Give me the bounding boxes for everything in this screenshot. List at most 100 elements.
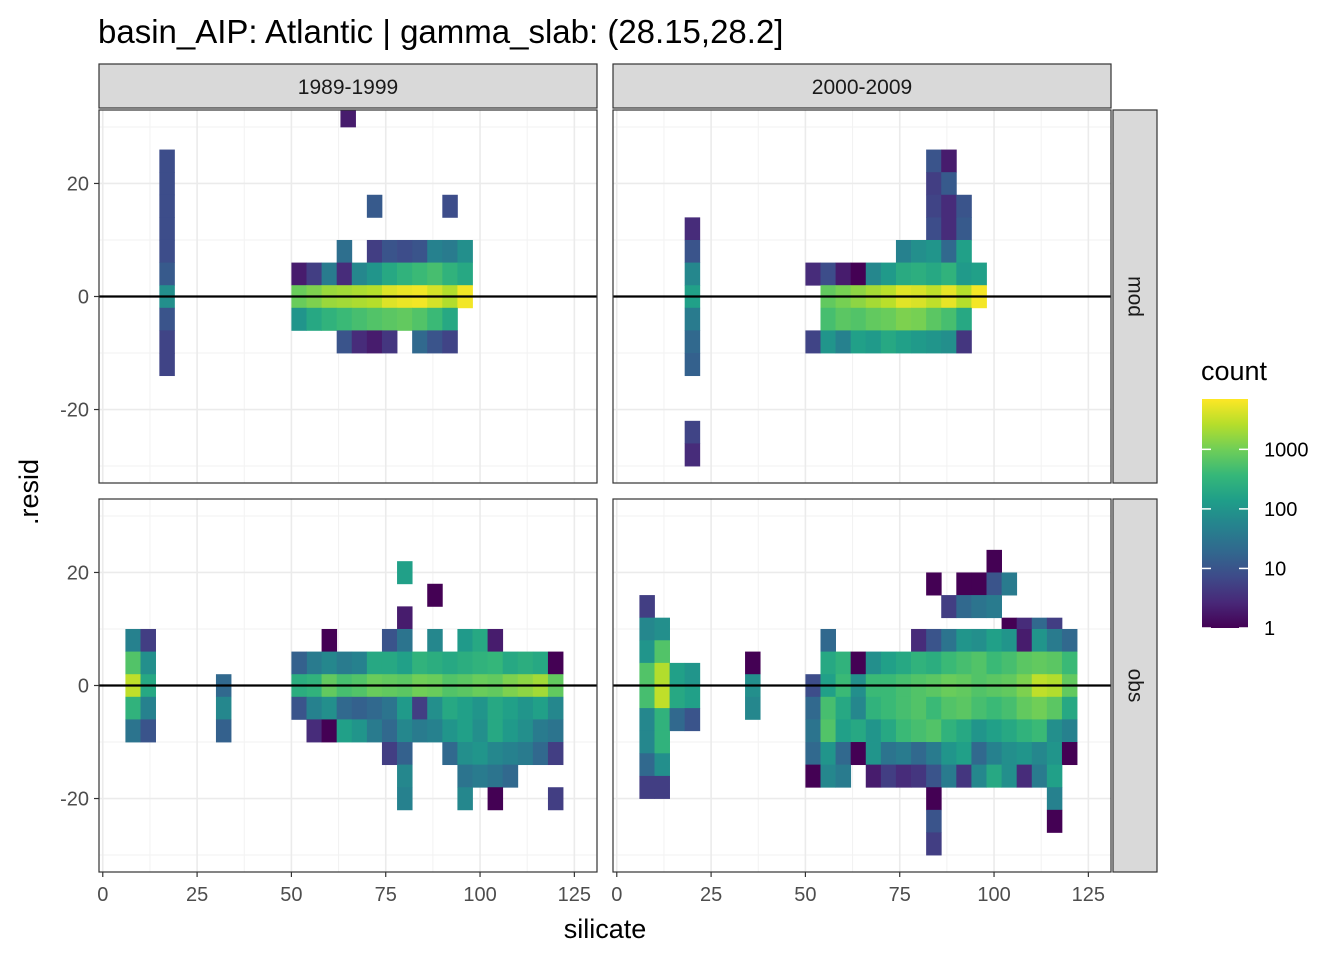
heatmap-cell	[457, 628, 473, 652]
heatmap-cell	[336, 651, 353, 675]
heatmap-cell	[517, 719, 534, 743]
heatmap-cell	[336, 719, 353, 743]
heatmap-cell	[639, 595, 655, 619]
heatmap-cell	[865, 307, 882, 331]
heatmap-cell	[654, 730, 670, 754]
heatmap-cell	[306, 696, 322, 720]
heatmap-cell	[427, 719, 443, 743]
heatmap-cell	[532, 742, 549, 766]
heatmap-cell	[366, 262, 383, 286]
heatmap-cell	[820, 628, 836, 652]
heatmap-cell	[442, 696, 458, 720]
heatmap-cell	[639, 640, 655, 664]
heatmap-cell	[412, 307, 428, 331]
heatmap-cell	[805, 330, 821, 354]
heatmap-cell	[427, 239, 443, 263]
heatmap-cell	[684, 262, 701, 286]
heatmap-cell	[654, 617, 670, 641]
heatmap-cell	[654, 708, 670, 732]
heatmap-cell	[895, 239, 912, 263]
heatmap-cell	[351, 651, 368, 675]
legend-title: count	[1201, 356, 1268, 386]
heatmap-cell	[502, 719, 519, 743]
heatmap-cell	[971, 742, 987, 766]
heatmap-cell	[926, 330, 942, 354]
heatmap-cell	[639, 753, 655, 777]
heatmap-cell	[835, 764, 852, 788]
heatmap-cell	[366, 307, 383, 331]
heatmap-cell	[926, 764, 942, 788]
heatmap-cell	[669, 685, 686, 709]
heatmap-cell	[457, 787, 473, 811]
x-tick-label: 25	[186, 884, 208, 906]
heatmap-cell	[941, 764, 957, 788]
heatmap-cell	[956, 696, 972, 720]
heatmap-cell	[321, 628, 338, 652]
heatmap-cell	[381, 307, 398, 331]
heatmap-cell	[321, 307, 338, 331]
heatmap-cell	[850, 307, 867, 331]
heatmap-cell	[926, 651, 942, 675]
heatmap-cell	[487, 696, 504, 720]
heatmap-cell	[926, 217, 942, 241]
heatmap-cell	[820, 742, 836, 766]
y-tick-label: 0	[78, 676, 89, 698]
heatmap-cell	[125, 696, 141, 720]
heatmap-cell	[502, 696, 519, 720]
heatmap-cell	[926, 832, 942, 856]
heatmap-cell	[442, 719, 458, 743]
heatmap-cell	[1016, 764, 1033, 788]
heatmap-cell	[911, 307, 927, 331]
heatmap-cell	[926, 307, 942, 331]
heatmap-cell	[941, 239, 957, 263]
heatmap-cell	[684, 685, 701, 709]
heatmap-cell	[1001, 696, 1018, 720]
heatmap-cell	[351, 696, 368, 720]
heatmap-cell	[926, 696, 942, 720]
heatmap-cell	[986, 549, 1002, 573]
heatmap-cell	[336, 262, 353, 286]
heatmap-cell	[291, 262, 307, 286]
heatmap-cell	[880, 262, 897, 286]
heatmap-cell	[457, 764, 473, 788]
heatmap-cell	[956, 764, 972, 788]
heatmap-cell	[397, 307, 413, 331]
heatmap-cell	[956, 719, 972, 743]
heatmap-cell	[684, 217, 701, 241]
heatmap-cell	[1031, 719, 1048, 743]
heatmap-cell	[487, 628, 504, 652]
heatmap-cell	[926, 742, 942, 766]
y-axis-label: .resid	[14, 459, 44, 525]
heatmap-cell	[159, 330, 175, 354]
heatmap-cell	[669, 662, 686, 686]
heatmap-cell	[684, 239, 701, 263]
heatmap-cell	[941, 307, 957, 331]
heatmap-cell	[381, 742, 398, 766]
strip-row-mod	[1112, 109, 1158, 484]
heatmap-cell	[397, 239, 413, 263]
heatmap-cell	[880, 651, 897, 675]
heatmap-cell	[472, 764, 488, 788]
heatmap-cell	[639, 730, 655, 754]
heatmap-cell	[850, 742, 867, 766]
heatmap-cell	[397, 561, 413, 585]
heatmap-cell	[911, 651, 927, 675]
heatmap-cell	[850, 651, 867, 675]
heatmap-cell	[159, 239, 175, 263]
heatmap-cell	[956, 572, 972, 596]
strip-col-1989-1999	[98, 63, 598, 109]
heatmap-cell	[381, 696, 398, 720]
heatmap-cell	[880, 330, 897, 354]
x-tick-label: 50	[794, 884, 816, 906]
heatmap-cell	[941, 628, 957, 652]
heatmap-cell	[457, 239, 473, 263]
heatmap-cell	[457, 742, 473, 766]
heatmap-cell	[442, 307, 458, 331]
y-tick-label: 20	[67, 562, 89, 584]
heatmap-cell	[684, 708, 701, 732]
heatmap-cell	[381, 239, 398, 263]
legend-break-label: 10	[1264, 558, 1286, 580]
heatmap-cell	[971, 764, 987, 788]
x-tick-label: 50	[280, 884, 302, 906]
heatmap-cell	[215, 696, 232, 720]
